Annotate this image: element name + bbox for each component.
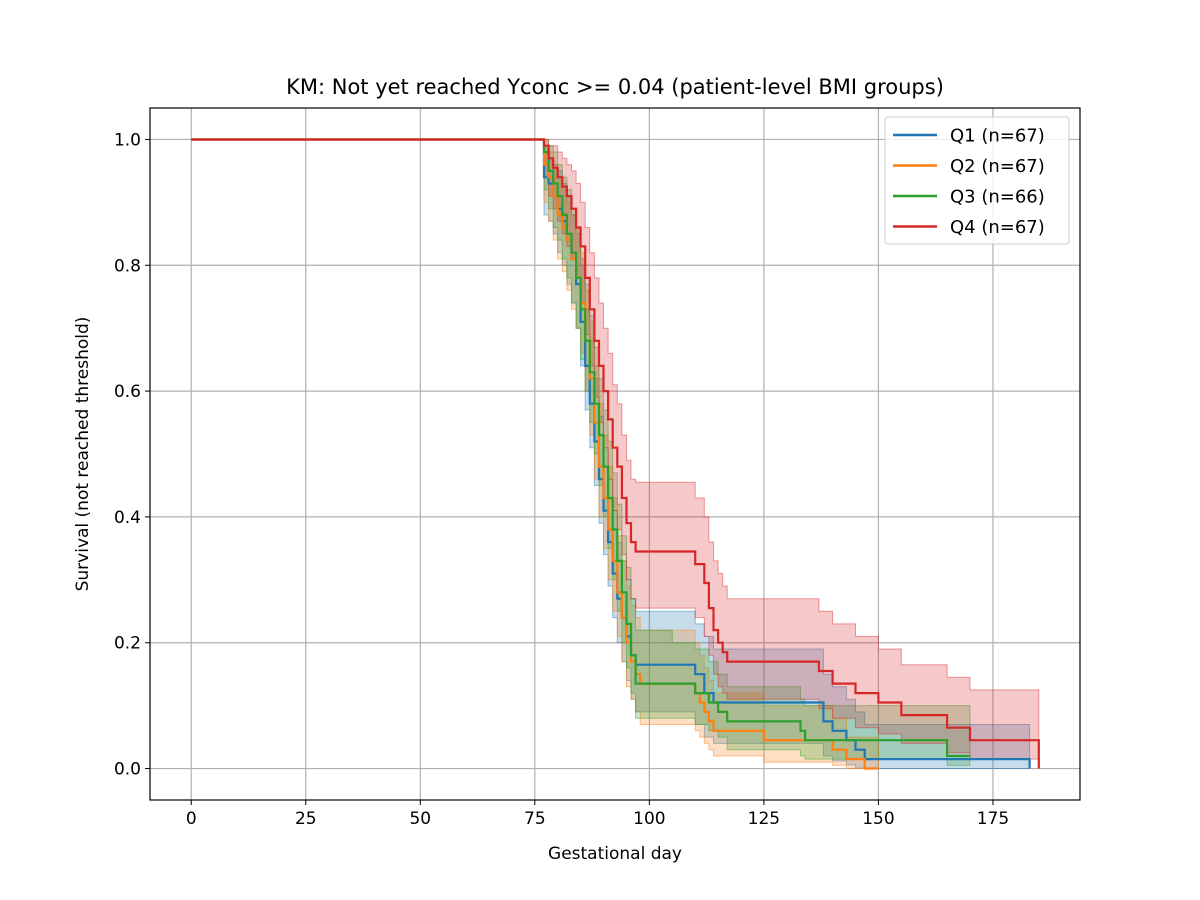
y-axis-ticks: 0.0 0.2 0.4 0.6 0.8 1.0 [114,130,150,780]
x-axis-label: Gestational day [548,844,682,864]
y-tick-label: 0.6 [114,382,141,402]
survival-lines [191,138,1040,770]
x-tick-label: 150 [862,809,894,829]
y-tick-label: 0.0 [114,760,141,780]
legend-label-q2: Q2 (n=67) [950,156,1045,177]
legend-box [884,116,1070,245]
legend-label-q1: Q1 (n=67) [950,126,1045,147]
y-tick-label: 1.0 [114,130,141,150]
x-tick-label: 50 [409,809,431,829]
x-tick-label: 0 [186,809,197,829]
ci-band-q1 [191,139,1031,769]
y-tick-label: 0.4 [114,508,141,528]
ci-band-q2 [191,139,879,769]
survival-line-q3 [191,138,970,758]
x-tick-label: 75 [524,809,546,829]
y-tick-label: 0.2 [114,634,141,654]
y-axis-label: Survival (not reached threshold) [73,317,93,592]
x-tick-label: 175 [977,809,1009,829]
x-tick-label: 100 [633,809,665,829]
legend-label-q3: Q3 (n=66) [950,187,1045,208]
chart-title: KM: Not yet reached Yconc >= 0.04 (patie… [286,75,944,99]
x-axis-ticks: 0 25 50 75 100 125 150 175 [186,800,1009,829]
y-tick-label: 0.8 [114,256,141,276]
legend-label-q4: Q4 (n=67) [950,217,1045,238]
x-tick-label: 25 [295,809,317,829]
survival-line-q4 [191,138,1040,769]
legend: Q1 (n=67) Q2 (n=67) Q3 (n=66) Q4 (n=67) [884,116,1070,245]
x-tick-label: 125 [748,809,780,829]
plot-frame [149,107,1081,801]
